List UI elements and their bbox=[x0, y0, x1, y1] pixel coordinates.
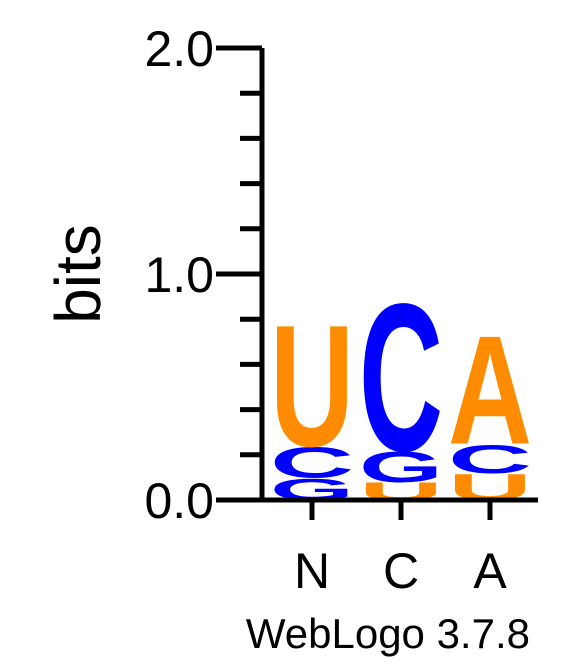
logo-letter-c: C bbox=[359, 261, 443, 496]
logo-letter-glyph: C bbox=[359, 261, 443, 496]
y-tick-label: 1.0 bbox=[144, 247, 214, 303]
logo-letter-glyph: U bbox=[270, 290, 354, 484]
y-tick-label: 2.0 bbox=[144, 21, 214, 77]
logo-letter-u: U bbox=[270, 290, 354, 484]
logo-letter-glyph: A bbox=[448, 304, 532, 477]
logo-letter-glyph: G bbox=[359, 443, 443, 491]
logo-letter-g: G bbox=[359, 443, 443, 491]
logo-letter-glyph: C bbox=[448, 437, 532, 482]
logo-letter-a: A bbox=[448, 304, 532, 477]
x-tick-label: N bbox=[294, 543, 330, 599]
logo-letter-c: C bbox=[448, 437, 532, 482]
logo-letter-glyph: C bbox=[270, 438, 354, 486]
y-minor-ticks bbox=[240, 90, 262, 458]
y-axis-title: bits bbox=[42, 224, 114, 324]
logo-letter-c: C bbox=[270, 438, 354, 486]
y-tick-label: 0.0 bbox=[144, 473, 214, 529]
x-tick-label: C bbox=[383, 543, 419, 599]
x-tick-label: A bbox=[473, 543, 507, 599]
y-major-ticks: 0.0 1.0 2.0 bbox=[144, 21, 262, 529]
footer-label: WebLogo 3.7.8 bbox=[246, 610, 530, 657]
